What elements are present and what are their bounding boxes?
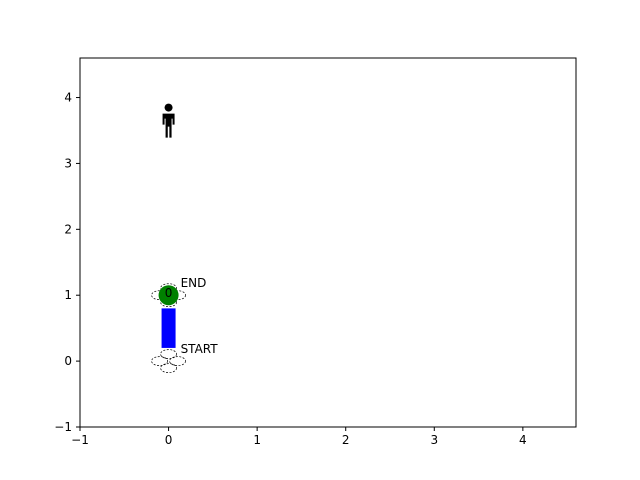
y-tick-label: −1	[54, 420, 72, 434]
x-tick-label: −1	[71, 433, 89, 447]
x-tick-label: 3	[430, 433, 438, 447]
x-tick-label: 2	[342, 433, 350, 447]
y-tick-label: 2	[64, 222, 72, 236]
start-pad-icon	[151, 349, 186, 373]
person-icon	[162, 103, 175, 138]
x-axis: −1 0 1 2 3 4	[71, 427, 527, 447]
plot-area	[79, 57, 577, 428]
y-tick-label: 0	[64, 354, 72, 368]
y-tick-label: 4	[64, 91, 72, 105]
x-tick-label: 0	[165, 433, 173, 447]
y-axis: −1 0 1 2 3 4	[54, 91, 80, 434]
agent-marker	[158, 285, 179, 306]
y-tick-label: 3	[64, 156, 72, 170]
x-tick-label: 4	[519, 433, 527, 447]
x-tick-label: 1	[253, 433, 261, 447]
start-label: START	[181, 342, 219, 356]
y-tick-label: 1	[64, 288, 72, 302]
path-bar	[161, 308, 176, 348]
agent-label: 0	[165, 286, 173, 300]
end-label: END	[181, 276, 207, 290]
